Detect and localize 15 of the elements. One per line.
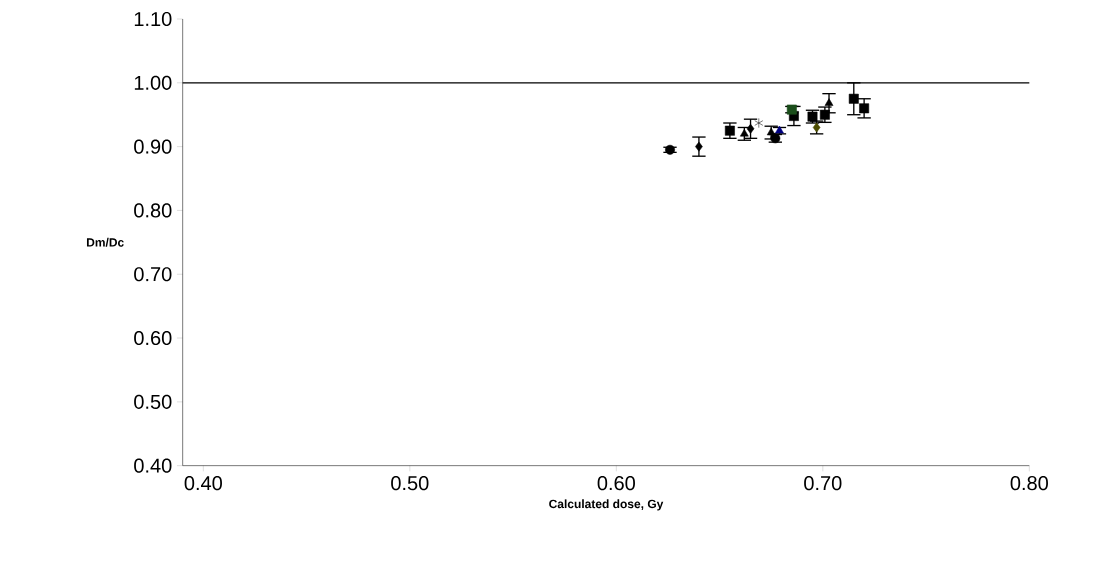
y-tick-label: 0.40 [134, 458, 172, 473]
y-tick-label: 0.90 [134, 139, 172, 154]
y-tick-label: 0.80 [134, 203, 172, 218]
x-tick-label: 0.40 [184, 476, 222, 491]
y-tick-label: 0.50 [134, 394, 172, 409]
y-tick-label: 1.10 [134, 11, 172, 27]
y-axis-title: Dm/Dc [86, 237, 124, 247]
y-tick-label: 1.00 [134, 75, 172, 90]
x-tick-label: 0.70 [804, 476, 842, 491]
x-tick-label: 0.60 [597, 476, 635, 491]
y-tick-label: 0.60 [134, 330, 172, 346]
x-tick-label: 0.50 [391, 476, 429, 491]
x-axis-title: Calculated dose, Gy [549, 499, 664, 511]
y-tick-label: 0.70 [134, 267, 172, 282]
x-tick-label: 0.80 [1010, 476, 1048, 491]
